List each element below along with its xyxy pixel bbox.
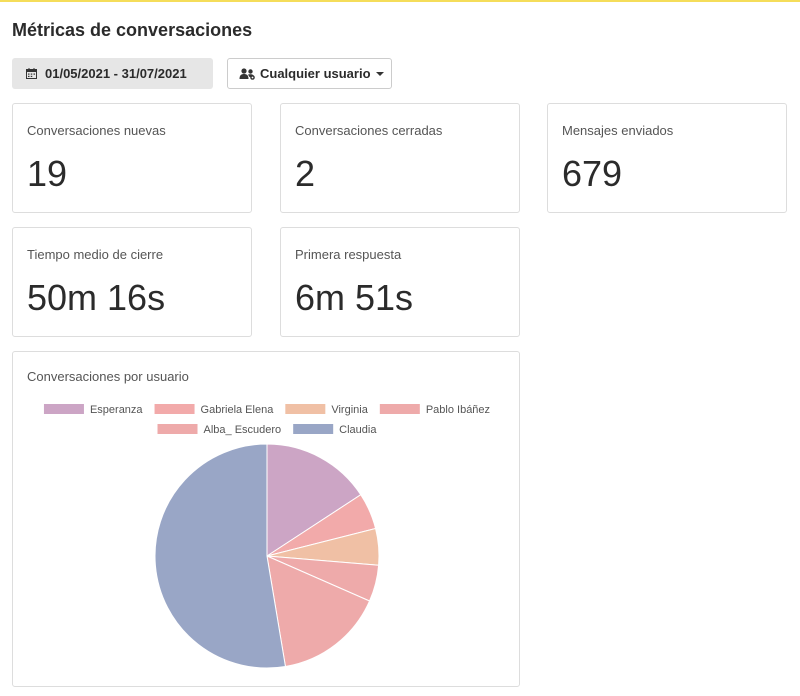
metric-card-new-conversations: Conversaciones nuevas 19 [12, 103, 252, 213]
pie-chart: Esperanza Gabriela Elena Virginia Pablo Ibá… [43, 404, 490, 669]
legend-swatch [285, 404, 326, 414]
chevron-down-icon [375, 71, 384, 76]
legend-swatch [379, 404, 420, 414]
legend-label: Claudia [339, 424, 377, 436]
legend-item[interactable]: Gabriela Elena [154, 404, 275, 416]
user-filter-dropdown[interactable]: Cualquier usuario [227, 58, 392, 89]
legend-label: Alba_ Escudero [204, 424, 282, 436]
metric-card-avg-close-time: Tiempo medio de cierre 50m 16s [12, 227, 252, 337]
pie-slice-claudia[interactable] [154, 443, 287, 669]
pie-slice-alba-escudero[interactable] [266, 555, 371, 668]
metric-label: Primera respuesta [295, 247, 402, 262]
legend-item[interactable]: Virginia [285, 404, 369, 416]
chart-card-conversations-by-user: Conversaciones por usuario Esperanza Gabr… [12, 351, 520, 687]
legend-swatch [157, 424, 198, 434]
metric-value: 6m 51s [295, 277, 414, 318]
metric-card-first-response: Primera respuesta 6m 51s [280, 227, 520, 337]
date-range-picker[interactable]: 01/05/2021 - 31/07/2021 [12, 58, 213, 89]
legend-item[interactable]: Claudia [293, 424, 377, 436]
user-filter-label: Cualquier usuario [260, 66, 371, 81]
legend-label: Pablo Ibáñez [426, 404, 490, 416]
metric-card-messages-sent: Mensajes enviados 679 [547, 103, 787, 213]
legend-item[interactable]: Alba_ Escudero [157, 424, 282, 436]
legend-swatch [43, 404, 84, 414]
metric-label: Conversaciones nuevas [27, 123, 166, 138]
metric-card-closed-conversations: Conversaciones cerradas 2 [280, 103, 520, 213]
metric-label: Tiempo medio de cierre [27, 247, 164, 262]
legend-item[interactable]: Esperanza [43, 404, 143, 416]
metric-value: 19 [27, 153, 68, 194]
chart-title: Conversaciones por usuario [27, 369, 189, 384]
legend-label: Gabriela Elena [201, 404, 275, 416]
metric-value: 679 [562, 153, 623, 194]
metric-value: 2 [295, 153, 316, 194]
legend-label: Virginia [331, 404, 368, 416]
date-range-label: 01/05/2021 - 31/07/2021 [45, 66, 187, 81]
page-title: Métricas de conversaciones [12, 20, 253, 40]
legend-label: Esperanza [90, 404, 143, 416]
metric-label: Conversaciones cerradas [295, 123, 443, 138]
metric-value: 50m 16s [27, 277, 166, 318]
top-accent-bar [0, 0, 800, 2]
legend-swatch [293, 424, 334, 434]
calendar-icon [26, 68, 37, 79]
users-icon [239, 67, 255, 80]
pie-slice-esperanza[interactable] [266, 443, 362, 557]
metric-label: Mensajes enviados [562, 123, 674, 138]
legend-swatch [154, 404, 195, 414]
legend-item[interactable]: Pablo Ibáñez [379, 404, 490, 416]
